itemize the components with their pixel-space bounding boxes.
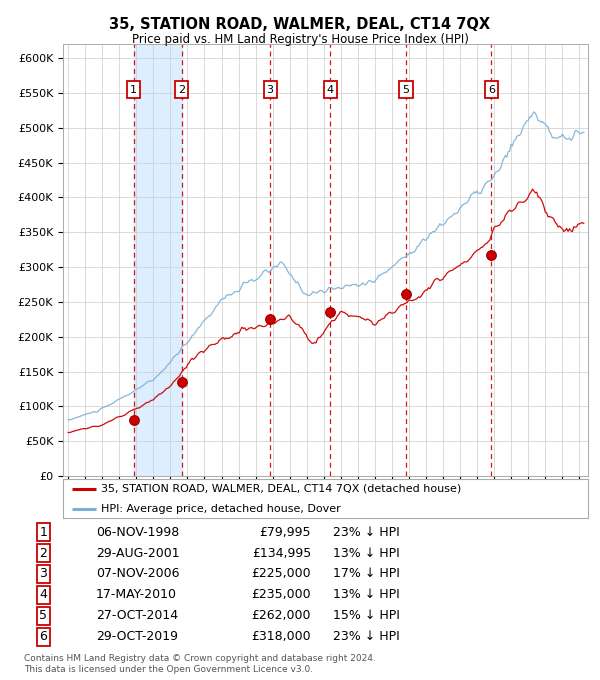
Text: £225,000: £225,000 [251,568,311,581]
Text: 27-OCT-2014: 27-OCT-2014 [96,609,178,622]
Text: HPI: Average price, detached house, Dover: HPI: Average price, detached house, Dove… [101,504,341,513]
Text: £318,000: £318,000 [251,630,311,643]
Text: 6: 6 [488,84,495,95]
Text: 5: 5 [403,84,409,95]
Text: 1: 1 [40,526,47,539]
Bar [134,44,182,476]
Text: 1: 1 [130,84,137,95]
Text: 23% ↓ HPI: 23% ↓ HPI [333,630,400,643]
Text: Contains HM Land Registry data © Crown copyright and database right 2024.: Contains HM Land Registry data © Crown c… [24,654,376,663]
Text: 4: 4 [326,84,334,95]
Text: 13% ↓ HPI: 13% ↓ HPI [333,588,400,601]
Text: 35, STATION ROAD, WALMER, DEAL, CT14 7QX (detached house): 35, STATION ROAD, WALMER, DEAL, CT14 7QX… [101,483,461,493]
Text: 2: 2 [40,547,47,560]
Text: 29-AUG-2001: 29-AUG-2001 [96,547,179,560]
Text: 2: 2 [178,84,185,95]
Text: 5: 5 [40,609,47,622]
Text: 4: 4 [40,588,47,601]
Text: 17% ↓ HPI: 17% ↓ HPI [333,568,400,581]
Text: 15% ↓ HPI: 15% ↓ HPI [333,609,400,622]
Text: 29-OCT-2019: 29-OCT-2019 [96,630,178,643]
Text: 3: 3 [266,84,274,95]
Text: 35, STATION ROAD, WALMER, DEAL, CT14 7QX: 35, STATION ROAD, WALMER, DEAL, CT14 7QX [109,17,491,32]
Text: 07-NOV-2006: 07-NOV-2006 [96,568,179,581]
Text: 17-MAY-2010: 17-MAY-2010 [96,588,177,601]
Text: Price paid vs. HM Land Registry's House Price Index (HPI): Price paid vs. HM Land Registry's House … [131,33,469,46]
Text: 06-NOV-1998: 06-NOV-1998 [96,526,179,539]
Text: 6: 6 [40,630,47,643]
Text: £79,995: £79,995 [260,526,311,539]
Text: £134,995: £134,995 [252,547,311,560]
Text: £262,000: £262,000 [251,609,311,622]
Text: 23% ↓ HPI: 23% ↓ HPI [333,526,400,539]
Text: £235,000: £235,000 [251,588,311,601]
Text: 3: 3 [40,568,47,581]
Text: This data is licensed under the Open Government Licence v3.0.: This data is licensed under the Open Gov… [24,665,313,674]
Text: 13% ↓ HPI: 13% ↓ HPI [333,547,400,560]
